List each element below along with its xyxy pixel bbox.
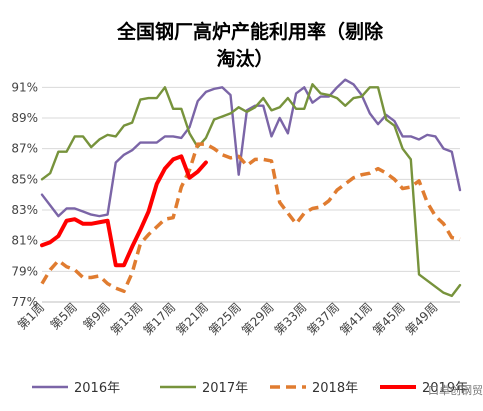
x-tick-label: 第29周	[239, 300, 277, 338]
series-line-2017年	[40, 83, 462, 298]
chart-title-line2: 淘汰）	[216, 47, 273, 70]
x-tick-label: 第33周	[272, 300, 310, 338]
x-axis: 第1周 第5周 第9周第13周第17周第21周第25周第29周第33周第37周第41…	[15, 300, 460, 338]
y-axis-ticks: 77% 79% 81% 83% 85% 87% 89% 91%	[11, 80, 38, 309]
x-tick-label: 第5周	[48, 300, 80, 332]
series-line-2019年	[40, 154, 208, 268]
legend: 2016年 2017年 2018年 2019年	[32, 381, 468, 396]
x-tick-label: 第21周	[173, 300, 211, 338]
x-tick-label: 第49周	[403, 300, 441, 338]
chart-title-line1: 全国钢厂高炉产能利用率（剔除	[116, 20, 384, 43]
legend-label-2018年: 2018年	[312, 381, 358, 396]
y-tick-label: 79%	[11, 264, 38, 278]
x-tick-label: 第13周	[108, 300, 146, 338]
y-tick-label: 83%	[11, 203, 38, 217]
x-tick-label: 第17周	[141, 300, 179, 338]
y-tick-label: 81%	[11, 234, 38, 248]
x-tick-label: 第45周	[370, 300, 408, 338]
x-tick-label: 第25周	[206, 300, 244, 338]
legend-label-2019年: 2019年	[422, 381, 468, 396]
y-tick-label: 91%	[11, 80, 38, 94]
y-tick-label: 77%	[11, 295, 38, 309]
series-line-2018年	[40, 142, 461, 294]
y-tick-label: 87%	[11, 142, 38, 156]
watermark-text: 口卓创钢贸	[428, 384, 483, 397]
y-tick-label: 89%	[11, 111, 38, 125]
gridlines	[42, 86, 460, 303]
legend-label-2016年: 2016年	[74, 381, 120, 396]
x-tick-label: 第37周	[305, 300, 343, 338]
series-line-2016年	[40, 78, 462, 218]
x-tick-label: 第41周	[337, 300, 375, 338]
y-tick-label: 85%	[11, 172, 38, 186]
series-lines	[40, 78, 462, 298]
legend-label-2017年: 2017年	[202, 381, 248, 396]
